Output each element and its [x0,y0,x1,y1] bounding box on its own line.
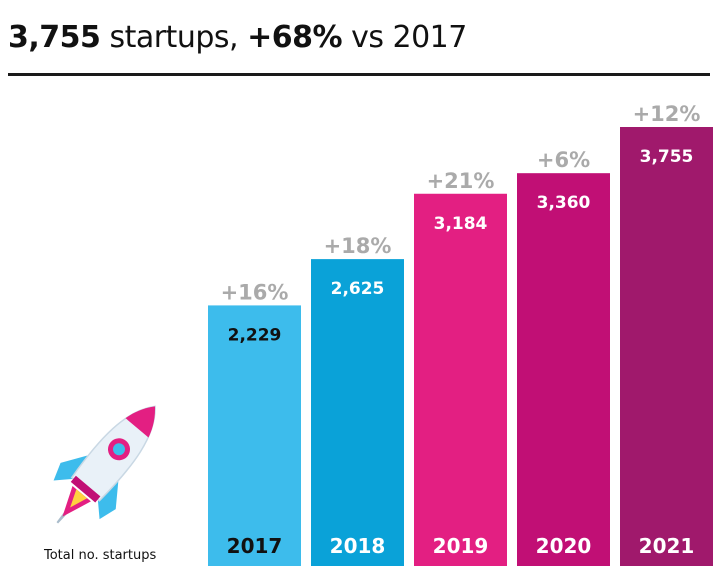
title-growth: +68% [247,20,343,55]
category-label-2017: 2017 [227,534,283,558]
value-label-2017: 2,229 [228,325,282,345]
growth-label-2017: +16% [221,280,289,304]
value-label-2020: 3,360 [537,193,591,213]
bar-2020 [517,173,610,567]
chart-title: 3,755 startups, +68% vs 2017 [8,20,467,55]
value-label-2018: 2,625 [331,279,385,299]
value-label-2021: 3,755 [640,147,694,167]
growth-label-2019: +21% [427,169,495,193]
growth-label-2020: +6% [537,148,590,172]
rocket-icon [53,405,156,524]
title-rule [8,73,710,76]
value-label-2019: 3,184 [434,214,488,234]
category-label-2019: 2019 [433,534,489,558]
category-label-2021: 2021 [639,534,695,558]
bar-2019 [414,193,507,567]
category-label-2020: 2020 [536,534,592,558]
bar-2018 [311,259,404,566]
footnote: Total no. startups [44,548,157,563]
title-text-2: vs 2017 [342,20,467,55]
bar-2017 [208,305,301,566]
category-label-2018: 2018 [330,534,386,558]
growth-label-2018: +18% [324,234,392,258]
bar-2021 [620,127,713,566]
growth-label-2021: +12% [633,102,701,126]
title-text-1: startups, [100,20,248,55]
title-count: 3,755 [8,20,101,55]
